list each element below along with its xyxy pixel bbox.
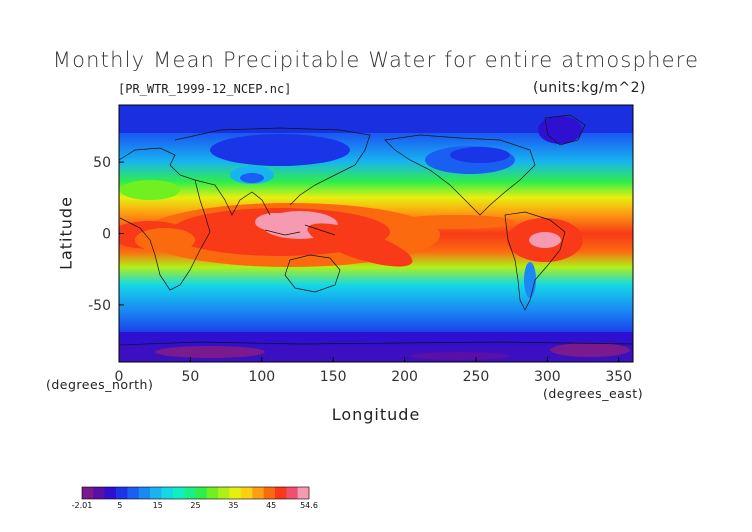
colorbar-tick-label: 35: [228, 501, 238, 510]
colorbar-swatch: [206, 487, 219, 499]
coastline-outlines: [119, 114, 633, 346]
source-file-label: [PR_WTR_1999-12_NCEP.nc]: [118, 82, 292, 96]
x-tick-label: 50: [181, 369, 199, 385]
colorbar-tick-label: 15: [153, 501, 163, 510]
colorbar-tick-label: 54.6: [300, 501, 318, 510]
colorbar: -2.01 5 15 25 35 45 54.6: [72, 486, 318, 510]
colorbar-swatch: [150, 487, 162, 499]
x-tick-label: 200: [391, 369, 418, 385]
colorbar-swatch: [172, 487, 185, 499]
x-tick-label: 100: [248, 369, 275, 385]
colorbar-swatch: [263, 487, 276, 499]
chart-title: Monthly Mean Precipitable Water for enti…: [52, 48, 700, 72]
colorbar-swatch: [297, 487, 310, 499]
x-axis-ticks: 0 50 100 150 200 250 300 350: [115, 357, 632, 385]
colorbar-swatch: [82, 487, 94, 499]
colorbar-swatch: [274, 487, 287, 499]
x-axis-units: (degrees_east): [543, 386, 644, 401]
y-tick-label: -50: [88, 298, 111, 314]
x-tick-label: 0: [115, 369, 124, 385]
x-axis-label: Longitude: [331, 405, 421, 424]
colorbar-swatch: [252, 487, 264, 499]
precipitable-water-field: [119, 105, 633, 362]
colorbar-swatch: [104, 487, 117, 499]
x-tick-label: 250: [463, 369, 490, 385]
colorbar-tick-label: -2.01: [72, 501, 93, 510]
y-axis-ticks: 50 0 -50: [88, 155, 124, 314]
y-axis-units: (degrees_north): [46, 377, 154, 392]
colorbar-tick-label: 45: [266, 501, 276, 510]
colorbar-swatch: [116, 487, 128, 499]
colorbar-frame: [81, 486, 310, 500]
colorbar-swatch: [218, 487, 230, 499]
units-label: (units:kg/m^2): [532, 80, 646, 96]
colorbar-tick-label: 5: [117, 501, 122, 510]
y-tick-label: 50: [93, 155, 111, 171]
colorbar-swatch: [138, 487, 151, 499]
colorbar-swatch: [184, 487, 196, 499]
y-tick-label: 0: [102, 227, 111, 243]
colorbar-swatch: [286, 487, 298, 499]
colorbar-swatch: [127, 487, 140, 499]
colorbar-swatch: [240, 487, 253, 499]
x-tick-label: 350: [605, 369, 632, 385]
colorbar-tick-label: 25: [190, 501, 200, 510]
x-tick-label: 300: [534, 369, 561, 385]
x-tick-label: 150: [320, 369, 347, 385]
colorbar-swatch: [161, 487, 174, 499]
colorbar-swatch: [93, 487, 105, 499]
colorbar-swatch: [229, 487, 242, 499]
colorbar-swatch: [195, 487, 208, 499]
